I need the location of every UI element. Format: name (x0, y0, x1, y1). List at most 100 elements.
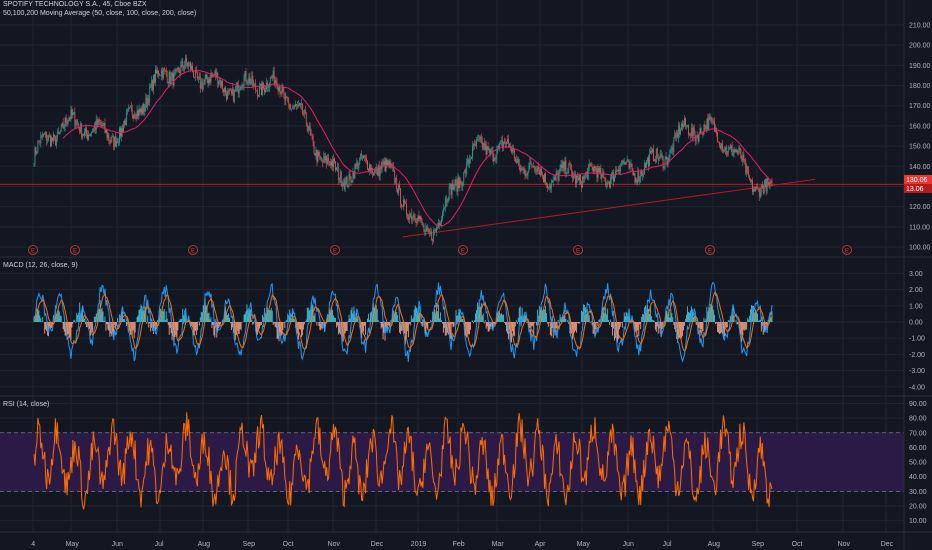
candle-body (745, 160, 747, 174)
macd-histogram-bar (708, 308, 710, 322)
price-axis[interactable]: 210.00 200.00 190.00 180.00 170.00 160.00 150.… (909, 23, 931, 252)
macd-axis[interactable]: 3.00 2.00 1.00 0.00 -1.00 -2.00 -3.00 -4.00 (909, 271, 925, 391)
candle-body (314, 152, 316, 156)
macd-histogram-bar (581, 310, 582, 322)
candle-body (72, 113, 74, 116)
symbol-title[interactable]: SPOTIFY TECHNOLOGY S.A., 45, Cboe BZX (3, 1, 147, 8)
macd-histogram-bar (396, 312, 398, 322)
macd-histogram-bar (135, 321, 137, 322)
macd-histogram-bar (671, 312, 673, 322)
macd-histogram-bar (618, 322, 620, 330)
candle-body (167, 82, 169, 84)
macd-histogram-bar (362, 322, 364, 334)
candle-body (537, 166, 539, 172)
candle-body (83, 134, 84, 136)
macd-histogram-bar (753, 305, 754, 322)
macd-histogram-bar (474, 320, 475, 322)
macd-histogram-bar (149, 322, 151, 324)
candle-body (382, 162, 384, 165)
macd-legend[interactable]: MACD (12, 26, close, 9) (3, 262, 78, 269)
candle-body (698, 133, 700, 142)
macd-histogram-bar (50, 322, 51, 329)
macd-histogram-bar (260, 322, 261, 326)
macd-histogram-bar (346, 322, 348, 332)
axis-tick-label: 70.00 (909, 430, 927, 437)
macd-histogram-bar (385, 322, 387, 330)
time-axis-label: May (66, 541, 80, 548)
macd-histogram-bar (91, 322, 93, 333)
macd-histogram-bar (299, 322, 300, 330)
macd-histogram-bar (273, 322, 275, 324)
time-axis[interactable]: 4 May Jun Jul Aug Sep Oct Nov Dec 2019 Feb Mar Apr Ma… (31, 541, 893, 548)
candle-body (73, 112, 75, 114)
candle-body (47, 139, 49, 141)
rsi-axis[interactable]: 90.00 80.00 70.00 60.00 50.00 40.00 30.00 20.00… (909, 401, 927, 525)
candle-body (674, 134, 676, 138)
macd-histogram-bar (428, 322, 430, 323)
candle-body (315, 149, 317, 156)
macd-histogram-bar (554, 322, 556, 335)
macd-histogram-bar (493, 322, 495, 324)
candle-body (407, 216, 409, 220)
macd-histogram-bar (406, 322, 408, 332)
macd-histogram-bar (520, 316, 522, 322)
candle-body (726, 153, 728, 155)
macd-histogram-bar (109, 322, 111, 337)
candle-body (652, 148, 654, 161)
candle-body (276, 82, 278, 89)
axis-tick-label: 190.00 (909, 63, 931, 70)
macd-histogram-bar (622, 321, 624, 322)
macd-histogram-bar (719, 322, 720, 335)
candle-body (160, 75, 161, 76)
macd-histogram-bar (681, 322, 682, 338)
candle-body (665, 156, 667, 160)
macd-histogram-bar (351, 307, 353, 322)
candle-body (581, 184, 582, 188)
macd-histogram-bar (262, 315, 263, 322)
macd-histogram-bar (177, 322, 179, 331)
macd-histogram-bar (747, 317, 749, 322)
macd-histogram-bar (236, 322, 238, 332)
candle-body (267, 87, 269, 88)
macd-histogram-bar (253, 322, 255, 324)
macd-histogram-bar (546, 322, 548, 324)
candle-body (127, 108, 129, 111)
candle-body (238, 89, 240, 94)
candle-body (739, 147, 741, 150)
candle-body (306, 123, 308, 131)
earnings-marker-label: E (576, 249, 580, 255)
macd-histogram-bar (63, 322, 65, 332)
candle-body (560, 164, 562, 169)
macd-histogram-bar (151, 322, 153, 328)
macd-histogram-bar (573, 322, 575, 337)
candle-body (750, 180, 752, 182)
macd-histogram-bar (626, 313, 628, 322)
macd-histogram-bar (537, 309, 539, 322)
macd-histogram-bar (410, 315, 412, 322)
candle-body (260, 84, 261, 87)
rsi-legend[interactable]: RSI (14, close) (3, 401, 50, 408)
candle-body (158, 70, 159, 76)
macd-histogram-bar (439, 318, 440, 322)
macd-histogram-bar (503, 314, 505, 322)
moving-average-legend[interactable]: 50,100,200 Moving Average (50, close, 10… (3, 10, 197, 17)
macd-histogram-bar (551, 322, 553, 328)
macd-histogram-bar (330, 311, 331, 322)
candle-body (422, 224, 424, 226)
candle-body (622, 160, 624, 163)
macd-histogram-bar (470, 322, 471, 330)
macd-histogram-bar (435, 313, 436, 322)
macd-histogram-bar (733, 316, 735, 322)
candle-body (401, 203, 402, 207)
candle-body (62, 122, 64, 129)
macd-histogram-bar (653, 320, 655, 322)
candle-body (63, 126, 65, 129)
earnings-marker-icon (330, 245, 340, 255)
macd-histogram-bar (456, 315, 458, 322)
candle-body (227, 90, 228, 100)
candle-body (588, 163, 590, 169)
candle-body (613, 172, 614, 182)
macd-histogram-bar (532, 322, 534, 326)
macd-histogram-bar (610, 319, 611, 322)
